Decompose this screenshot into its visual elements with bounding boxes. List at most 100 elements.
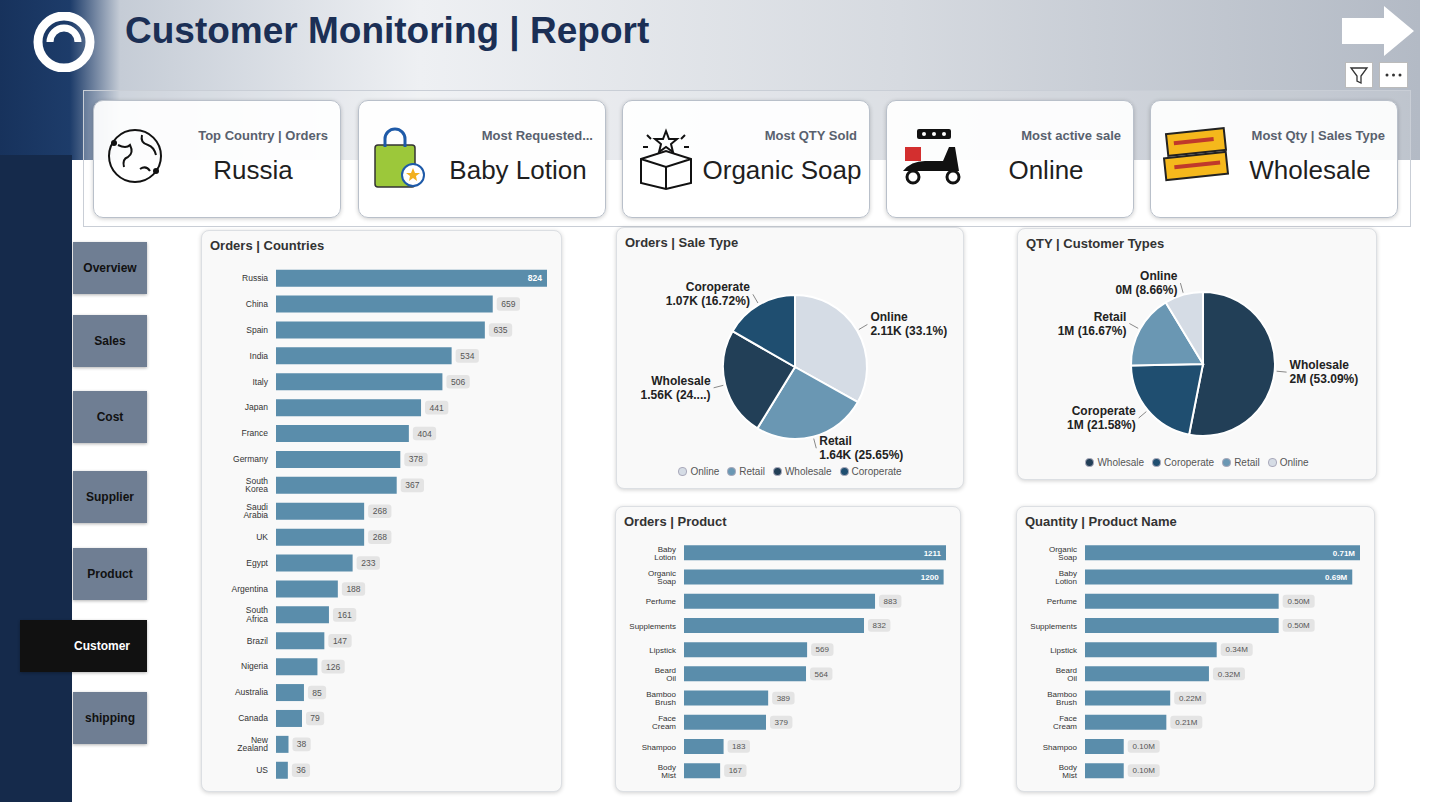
svg-text:Supplements: Supplements: [1030, 622, 1077, 631]
svg-text:506: 506: [451, 377, 465, 387]
svg-text:Argentina: Argentina: [232, 584, 269, 594]
svg-text:367: 367: [405, 480, 419, 490]
svg-text:Italy: Italy: [252, 377, 268, 387]
svg-text:161: 161: [338, 610, 352, 620]
svg-text:167: 167: [729, 766, 743, 775]
svg-text:BabyLotion: BabyLotion: [654, 545, 676, 562]
svg-text:BambooBrush: BambooBrush: [646, 690, 676, 707]
svg-text:BeardOil: BeardOil: [1056, 666, 1078, 683]
svg-text:Shampoo: Shampoo: [642, 743, 677, 752]
svg-text:0.34M: 0.34M: [1226, 645, 1249, 654]
svg-text:Nigeria: Nigeria: [241, 661, 268, 671]
svg-text:233: 233: [361, 558, 375, 568]
svg-text:Japan: Japan: [245, 402, 268, 412]
svg-text:0.50M: 0.50M: [1288, 621, 1311, 630]
svg-text:126: 126: [326, 662, 340, 672]
svg-text:Supplements: Supplements: [629, 622, 676, 631]
html-text:Russia: Russia: [213, 155, 293, 185]
svg-text:183: 183: [732, 742, 746, 751]
svg-text:1.07K (16.72%): 1.07K (16.72%): [666, 294, 750, 308]
svg-text:BambooBrush: BambooBrush: [1047, 690, 1077, 707]
svg-text:Online: Online: [870, 310, 908, 324]
svg-text:France: France: [242, 428, 269, 438]
svg-text:635: 635: [493, 325, 507, 335]
svg-text:147: 147: [333, 636, 347, 646]
svg-text:0.32M: 0.32M: [1218, 670, 1241, 679]
svg-text:Lipstick: Lipstick: [1050, 646, 1078, 655]
svg-text:1M (21.58%): 1M (21.58%): [1067, 418, 1136, 432]
svg-text:824: 824: [528, 273, 542, 283]
svg-text:2M (53.09%): 2M (53.09%): [1290, 372, 1359, 386]
svg-text:659: 659: [501, 299, 515, 309]
svg-text:Spain: Spain: [246, 325, 268, 335]
svg-text:2.11K (33.1%): 2.11K (33.1%): [870, 324, 947, 338]
svg-text:0.10M: 0.10M: [1133, 742, 1156, 751]
svg-text:188: 188: [346, 584, 360, 594]
svg-text:0.10M: 0.10M: [1133, 766, 1156, 775]
svg-text:Brazil: Brazil: [247, 636, 268, 646]
svg-text:564: 564: [815, 670, 829, 679]
svg-text:36: 36: [296, 765, 306, 775]
html-text:Customer Monitoring | Report: Customer Monitoring | Report: [125, 10, 650, 51]
svg-text:Russia: Russia: [242, 273, 268, 283]
svg-text:85: 85: [312, 688, 322, 698]
svg-text:379: 379: [775, 718, 789, 727]
svg-text:Coroperate: Coroperate: [686, 280, 750, 294]
svg-text:Wholesale: Wholesale: [651, 374, 711, 388]
svg-text:SaudiArabia: SaudiArabia: [243, 502, 268, 521]
svg-text:BeardOil: BeardOil: [655, 666, 677, 683]
svg-text:India: India: [250, 351, 269, 361]
svg-text:0.21M: 0.21M: [1175, 718, 1198, 727]
svg-text:1200: 1200: [921, 573, 939, 582]
svg-text:OrganicSoap: OrganicSoap: [648, 569, 677, 586]
svg-text:FaceCream: FaceCream: [652, 714, 677, 731]
svg-text:Retail: Retail: [1094, 310, 1127, 324]
svg-text:BabyLotion: BabyLotion: [1055, 569, 1077, 586]
svg-text:0.50M: 0.50M: [1288, 597, 1311, 606]
svg-text:1.64K (25.65%): 1.64K (25.65%): [819, 448, 903, 462]
svg-text:Shampoo: Shampoo: [1043, 743, 1078, 752]
html-text:Organic Soap: Organic Soap: [702, 155, 862, 185]
svg-text:SouthAfrica: SouthAfrica: [246, 605, 268, 624]
svg-text:404: 404: [417, 429, 431, 439]
svg-text:38: 38: [297, 739, 307, 749]
svg-text:1211: 1211: [924, 549, 942, 558]
svg-text:Egypt: Egypt: [246, 558, 268, 568]
svg-text:Perfume: Perfume: [1047, 597, 1078, 606]
svg-text:268: 268: [373, 532, 387, 542]
svg-text:0.22M: 0.22M: [1179, 694, 1202, 703]
html-text:Baby Lotion: Baby Lotion: [449, 155, 587, 185]
svg-text:Lipstick: Lipstick: [649, 646, 677, 655]
svg-text:441: 441: [430, 403, 444, 413]
svg-text:1.56K (24....): 1.56K (24....): [641, 388, 711, 402]
svg-text:Germany: Germany: [233, 454, 269, 464]
svg-text:79: 79: [310, 713, 320, 723]
svg-text:832: 832: [873, 621, 887, 630]
svg-text:Australia: Australia: [235, 687, 268, 697]
svg-text:UK: UK: [256, 532, 268, 542]
svg-text:SouthKorea: SouthKorea: [245, 476, 268, 495]
svg-text:534: 534: [460, 351, 474, 361]
svg-text:China: China: [246, 299, 268, 309]
svg-text:Perfume: Perfume: [646, 597, 677, 606]
svg-text:378: 378: [409, 454, 423, 464]
svg-text:US: US: [256, 765, 268, 775]
svg-text:Retail: Retail: [819, 434, 852, 448]
svg-text:389: 389: [777, 694, 791, 703]
svg-text:1M (16.67%): 1M (16.67%): [1058, 324, 1127, 338]
svg-text:BodyMist: BodyMist: [1059, 763, 1078, 780]
svg-text:Coroperate: Coroperate: [1072, 404, 1136, 418]
svg-text:569: 569: [816, 645, 830, 654]
svg-text:0.69M: 0.69M: [1325, 573, 1348, 582]
svg-text:OrganicSoap: OrganicSoap: [1049, 545, 1078, 562]
svg-text:Wholesale: Wholesale: [1290, 358, 1350, 372]
svg-text:BodyMist: BodyMist: [658, 763, 677, 780]
svg-text:Online: Online: [1140, 269, 1178, 283]
svg-text:NewZealand: NewZealand: [237, 735, 269, 754]
svg-text:883: 883: [884, 597, 898, 606]
svg-text:268: 268: [373, 506, 387, 516]
svg-text:0M (8.66%): 0M (8.66%): [1115, 283, 1177, 297]
svg-text:FaceCream: FaceCream: [1053, 714, 1078, 731]
svg-text:0.71M: 0.71M: [1333, 549, 1356, 558]
svg-text:Canada: Canada: [238, 713, 268, 723]
